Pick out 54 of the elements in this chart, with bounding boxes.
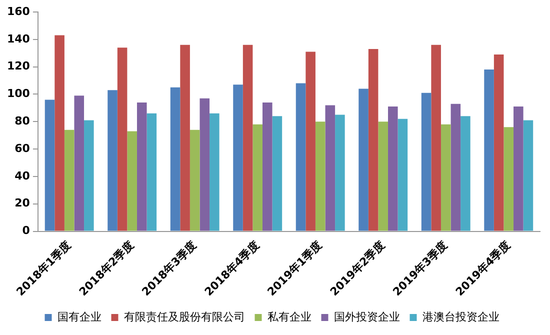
bar [146,113,157,231]
bar [84,120,94,231]
bar [494,54,504,231]
bar [484,70,494,231]
bar [127,131,137,231]
bar [180,44,190,231]
bar [440,124,451,231]
bar [514,106,524,231]
bar [504,127,514,231]
bar [200,98,210,231]
bar [170,87,180,231]
bar [210,113,220,231]
bar [523,120,534,231]
bar [335,114,345,231]
bar [431,44,441,231]
y-tick-label: 0 [22,224,30,238]
y-tick-label: 120 [6,60,30,73]
bar [368,49,378,231]
bar [460,116,470,231]
bar [398,118,408,231]
y-tick-label: 20 [14,196,30,210]
bar [44,100,55,231]
bar [252,124,262,231]
bar [233,84,243,231]
bar [358,88,368,231]
bar [378,122,388,231]
bar [306,52,316,231]
bar [325,105,336,231]
y-tick-label: 80 [14,114,30,128]
bar [54,35,64,231]
bar [136,102,147,231]
y-tick-label: 160 [6,4,30,18]
bar [262,102,272,231]
bar [450,104,461,231]
bar [117,48,128,231]
bar [108,90,118,231]
y-tick-label: 100 [6,87,30,100]
legend-label: 有限责任及股份有限公司 [124,310,245,324]
y-tick-label: 40 [14,169,30,182]
bar [272,116,282,231]
bar [315,122,326,231]
y-tick-label: 60 [14,142,30,155]
legend-label: 私有企业 [267,310,312,324]
legend-label: 国有企业 [57,310,102,324]
bar [242,44,253,231]
bar [296,83,306,231]
bar [421,92,432,231]
bar [64,130,74,231]
bar [74,96,84,231]
bar [190,130,200,231]
legend-label: 国外投资企业 [334,310,400,324]
bar [388,106,398,231]
legend-label: 港澳台投资企业 [422,310,500,324]
y-tick-label: 140 [6,32,30,46]
